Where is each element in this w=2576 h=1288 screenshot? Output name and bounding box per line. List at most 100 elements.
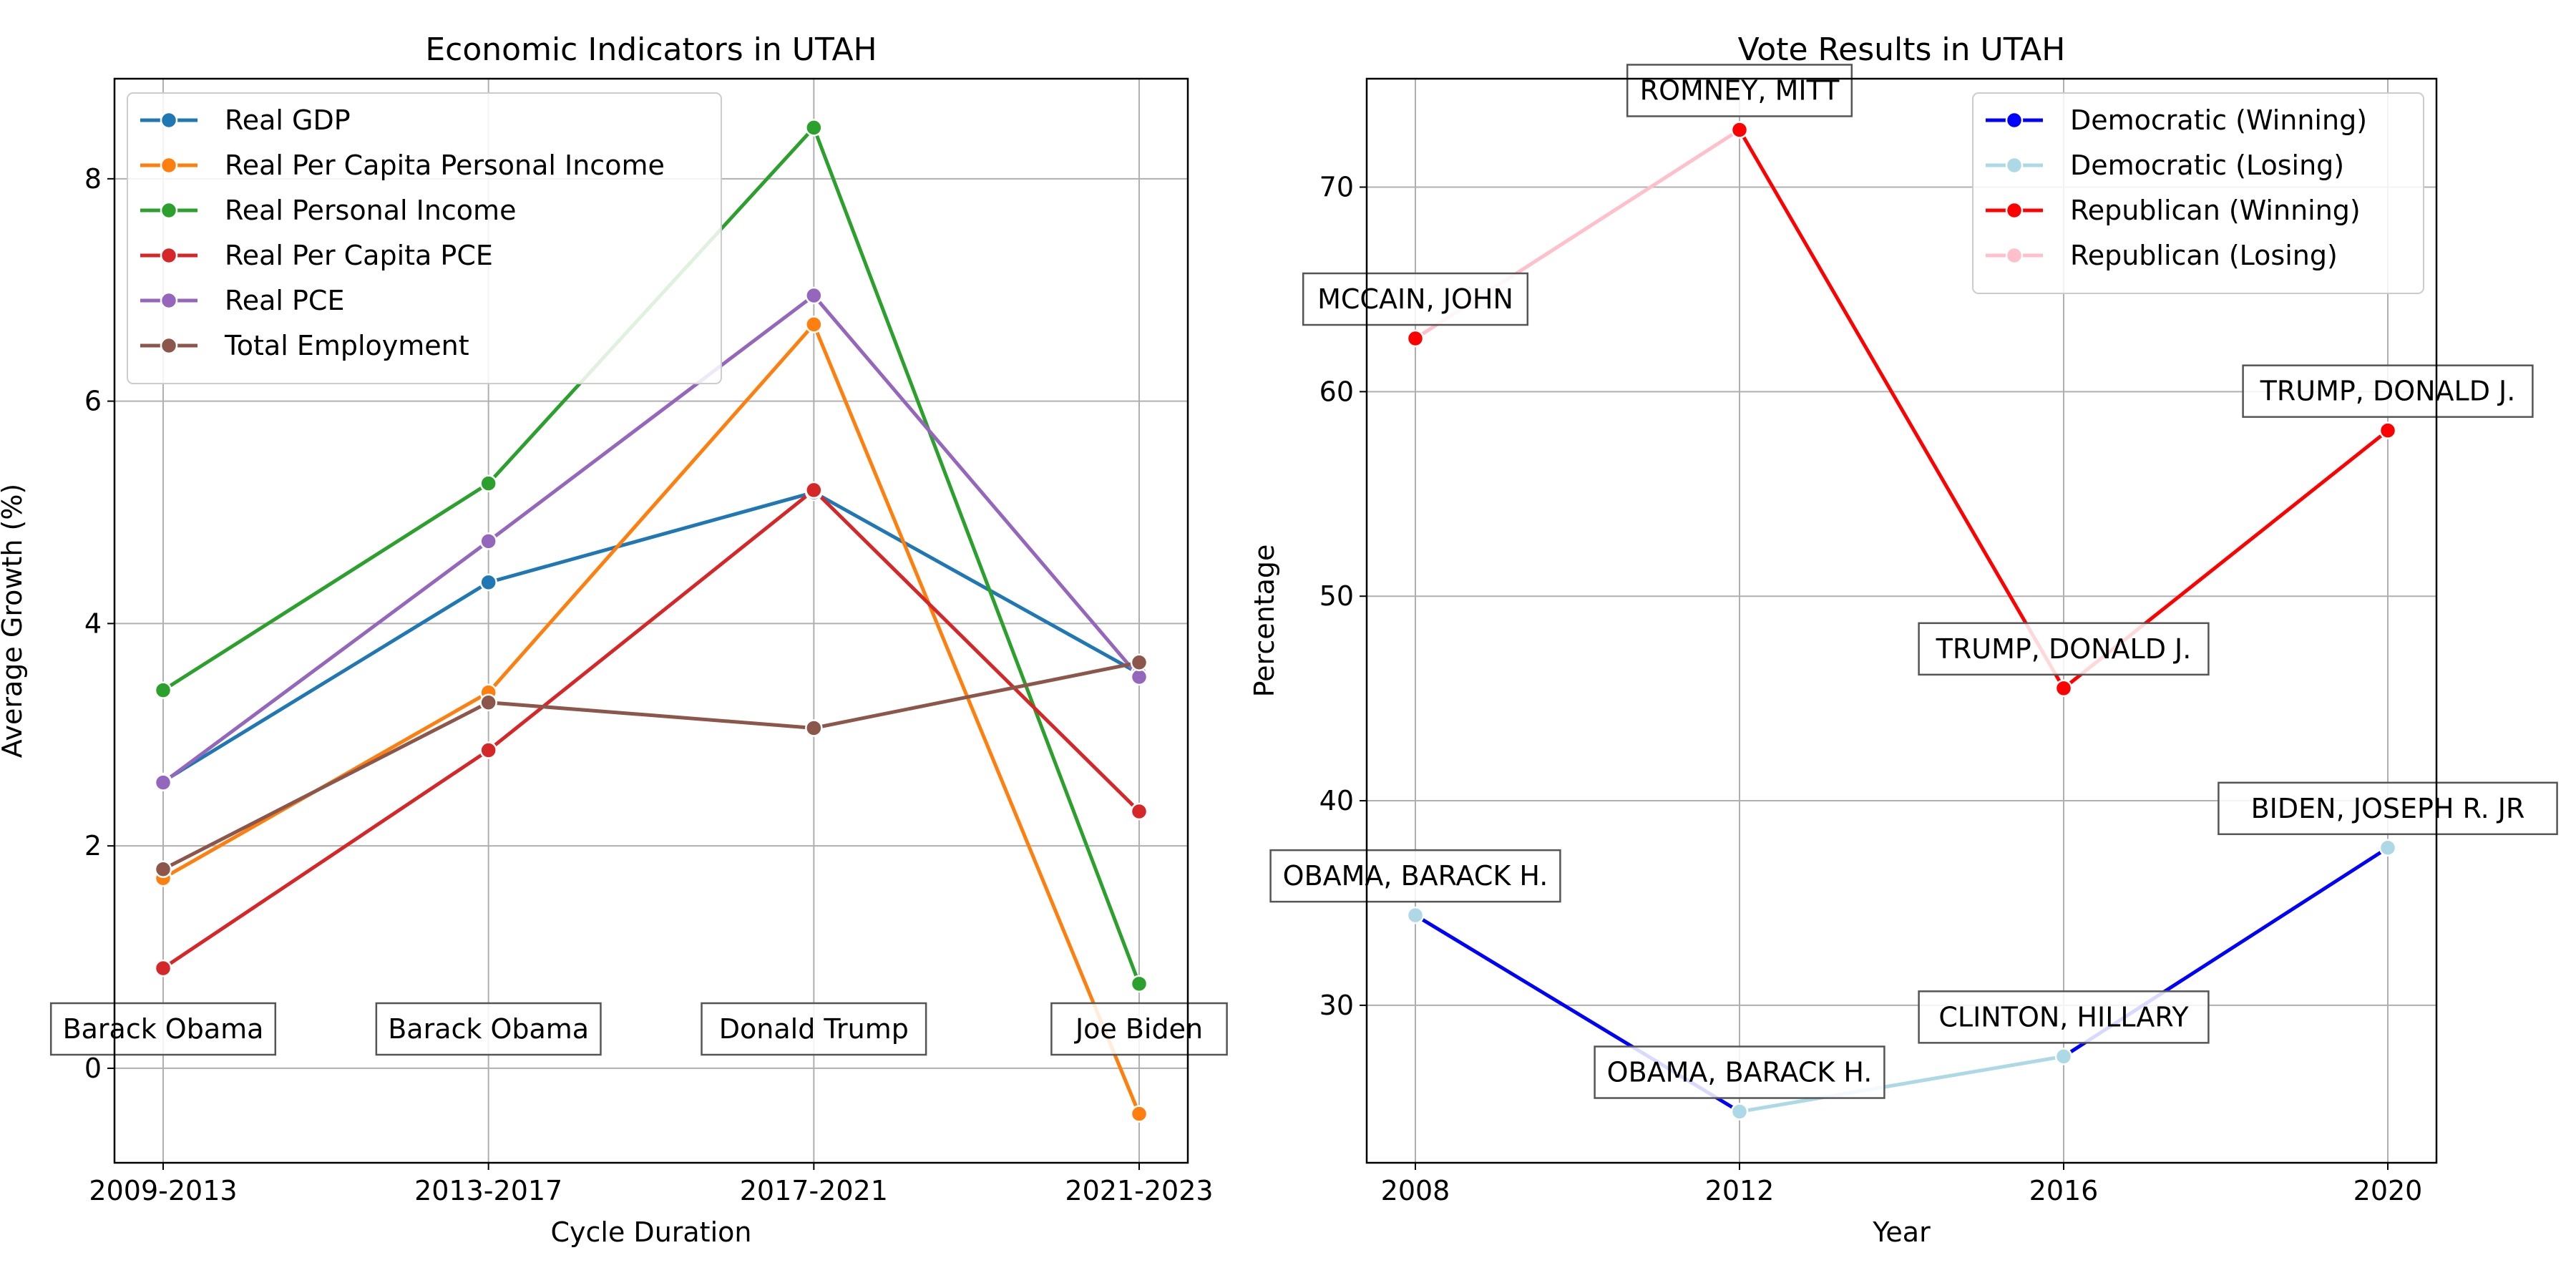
legend-marker xyxy=(160,336,178,355)
x-tick-label: 2017-2021 xyxy=(740,1175,888,1206)
y-tick-label: 50 xyxy=(1319,580,1354,612)
legend-label: Republican (Winning) xyxy=(2070,195,2361,226)
data-point-real-personal-income xyxy=(479,474,497,492)
series-segment-republican xyxy=(1737,129,2066,690)
legend-label: Democratic (Losing) xyxy=(2070,150,2344,181)
annotation-box xyxy=(375,1002,602,1056)
candidate-box xyxy=(1626,64,1853,117)
candidate-label: TRUMP, DONALD J. xyxy=(1936,633,2192,665)
data-point-democratic xyxy=(1730,1103,1749,1121)
x-tick-label: 2013-2017 xyxy=(414,1175,562,1206)
series-points xyxy=(154,119,1148,1123)
legend-marker xyxy=(160,291,178,310)
data-point-real-per-capita-personal-income xyxy=(1130,1105,1148,1123)
series-points xyxy=(1406,121,2397,1121)
y-axis-label: Average Growth (%) xyxy=(0,484,28,758)
y-tick-label: 30 xyxy=(1319,990,1354,1021)
data-point-democratic xyxy=(1406,906,1425,924)
candidate-box xyxy=(1918,990,2210,1044)
data-point-real-pce xyxy=(1130,668,1148,686)
y-tick-label: 6 xyxy=(84,386,102,417)
candidate-box xyxy=(1918,622,2210,676)
candidate-label: MCCAIN, JOHN xyxy=(1317,283,1513,315)
annotation-label: Donald Trump xyxy=(719,1013,909,1045)
chart-title: Vote Results in UTAH xyxy=(1738,31,2066,68)
data-point-republican xyxy=(2379,421,2397,439)
legend-box xyxy=(1972,92,2424,294)
candidate-box xyxy=(1594,1045,1885,1099)
candidate-label: OBAMA, BARACK H. xyxy=(1607,1057,1873,1088)
x-tick-label: 2009-2013 xyxy=(89,1175,237,1206)
x-tick-label: 2008 xyxy=(1381,1175,1450,1206)
data-point-real-gdp xyxy=(479,573,497,592)
vote-results-chart: MCCAIN, JOHN ROMNEY, MITT TRUMP, DONALD J.… xyxy=(1249,31,2558,1248)
economic-indicators-chart: Barack Obama Barack Obama Donald Trump Joe … xyxy=(0,31,1228,1248)
series-line-real-per-capita-pce xyxy=(162,487,1141,970)
annotation-label: Barack Obama xyxy=(388,1013,589,1045)
data-point-real-per-capita-pce xyxy=(1130,802,1148,821)
candidate-label: BIDEN, JOSEPH R. JR xyxy=(2251,793,2525,824)
axis-ticks: 2008 2012 2016 2020 30 40 50 60 70 xyxy=(1319,172,2423,1207)
annotation-label: Joe Biden xyxy=(1074,1013,1203,1045)
legend-box xyxy=(127,92,722,384)
data-point-republican xyxy=(1730,121,1749,139)
y-tick-label: 70 xyxy=(1319,172,1354,203)
data-point-real-per-capita-pce xyxy=(479,741,497,759)
data-point-total-employment xyxy=(1130,653,1148,672)
annotation-box xyxy=(1050,1002,1228,1056)
series-lines xyxy=(162,124,1141,1115)
data-point-total-employment xyxy=(154,860,172,879)
x-tick-label: 2020 xyxy=(2353,1175,2423,1206)
data-point-real-pce xyxy=(154,774,172,791)
y-tick-label: 0 xyxy=(84,1053,102,1084)
candidate-label: ROMNEY, MITT xyxy=(1640,74,1840,106)
legend-label: Real Per Capita Personal Income xyxy=(225,150,665,181)
x-tick-label: 2012 xyxy=(1705,1175,1775,1206)
annotation-box xyxy=(701,1002,927,1056)
legend-marker xyxy=(2005,156,2024,175)
candidate-box xyxy=(2242,364,2534,418)
legend-label: Real Per Capita PCE xyxy=(225,240,493,271)
y-axis-label: Percentage xyxy=(1249,545,1280,698)
cycle-annotations: Barack Obama Barack Obama Donald Trump Joe … xyxy=(49,1002,1228,1056)
legend-label: Real Personal Income xyxy=(225,195,516,226)
data-point-real-per-capita-personal-income xyxy=(805,316,823,333)
legend-label: Democratic (Winning) xyxy=(2070,104,2367,136)
x-tick-label: 2016 xyxy=(2029,1175,2099,1206)
series-line-total-employment xyxy=(162,660,1140,872)
candidate-label: CLINTON, HILLARY xyxy=(1938,1001,2189,1033)
data-point-real-pce xyxy=(479,532,497,550)
y-tick-label: 40 xyxy=(1319,785,1354,816)
y-tick-label: 8 xyxy=(84,163,102,195)
grid xyxy=(1367,79,2436,1163)
candidate-annotations: MCCAIN, JOHN ROMNEY, MITT TRUMP, DONALD J.… xyxy=(1269,64,2558,1099)
candidate-box xyxy=(1302,272,1529,326)
data-point-real-personal-income xyxy=(1130,975,1148,993)
data-point-real-per-capita-pce xyxy=(805,481,823,499)
x-tick-label: 2021-2023 xyxy=(1065,1175,1213,1206)
data-point-democratic xyxy=(2054,1048,2073,1065)
legend-marker xyxy=(2005,201,2024,220)
data-point-real-pce xyxy=(805,286,823,305)
candidate-label: OBAMA, BARACK H. xyxy=(1283,860,1548,892)
legend-marker xyxy=(160,201,178,220)
legend-label: Real GDP xyxy=(225,104,351,136)
series-segment-democratic xyxy=(1739,1054,2064,1114)
series-line-real-gdp xyxy=(162,490,1141,784)
legend: Real GDP Real Per Capita Personal Income R… xyxy=(127,92,722,384)
data-point-real-personal-income xyxy=(154,681,172,699)
x-axis-label: Year xyxy=(1872,1216,1931,1248)
plot-frame xyxy=(1365,77,2438,1164)
data-point-total-employment xyxy=(805,719,823,737)
legend-label: Republican (Losing) xyxy=(2070,240,2338,271)
plot-frame xyxy=(113,77,1189,1164)
data-point-republican xyxy=(1406,329,1425,348)
legend-marker xyxy=(160,246,178,265)
legend-marker xyxy=(160,111,178,130)
candidate-label: TRUMP, DONALD J. xyxy=(2260,376,2516,407)
y-tick-label: 4 xyxy=(84,608,102,639)
candidate-box xyxy=(1269,849,1561,903)
series-line-real-pce xyxy=(162,293,1141,784)
data-point-real-per-capita-pce xyxy=(154,959,172,977)
legend-label: Real PCE xyxy=(225,285,344,316)
